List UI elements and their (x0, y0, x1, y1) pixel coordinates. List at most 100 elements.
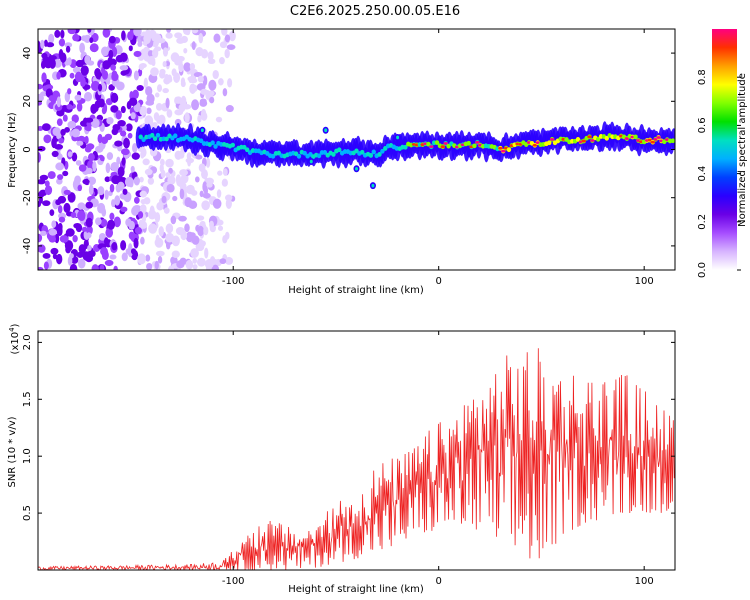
colorbar-tick-label: 0.8 (697, 69, 708, 85)
heatmap-blob (36, 84, 43, 89)
heatmap-blob (101, 46, 109, 56)
heatmap-blob (120, 53, 128, 62)
heatmap-blob (203, 226, 208, 235)
heatmap-blob (160, 164, 164, 173)
heatmap-blob (104, 190, 108, 200)
heatmap-blob (72, 235, 77, 242)
heatmap-blob (88, 153, 95, 161)
colorbar-tick-label: 0.4 (697, 166, 708, 182)
heatmap-blob (125, 218, 131, 226)
heatmap-blob (131, 248, 136, 254)
colorbar-tick-label: 0.2 (697, 214, 708, 230)
heatmap-blob (90, 43, 99, 52)
heatmap-blob (192, 235, 200, 245)
heatmap-blob (120, 207, 127, 212)
heatmap-blob (106, 117, 113, 124)
snr-y-label: SNR (10 * v/v) (7, 416, 18, 487)
heatmap-blob (116, 110, 122, 119)
heatmap-blob (57, 118, 63, 126)
heatmap-blob (155, 92, 160, 97)
heatmap-blob (190, 78, 197, 83)
heatmap-blob (64, 127, 70, 133)
heatmap-blob (179, 169, 188, 176)
heatmap-artifact-core (371, 184, 374, 188)
heatmap-blob (105, 134, 112, 140)
heatmap-blob (172, 251, 180, 258)
heatmap-blob (89, 184, 94, 195)
heatmap-blob (81, 35, 87, 41)
heatmap-blob (111, 175, 119, 184)
colorbar-gradient (712, 29, 737, 270)
heatmap-blob (212, 70, 218, 79)
heatmap-blob (132, 153, 140, 160)
heatmap-blob (146, 263, 152, 270)
heatmap-blob (218, 78, 224, 85)
heatmap-blob (71, 212, 77, 218)
heatmap-blob (44, 262, 49, 270)
heatmap-blob (78, 259, 86, 269)
heatmap-blob (193, 264, 198, 269)
heatmap-blob (49, 235, 56, 242)
heatmap-blob (131, 112, 136, 119)
heatmap-blob (49, 209, 54, 216)
heatmap-blob (197, 115, 201, 123)
heatmap-blob (100, 264, 105, 273)
heatmap-blob (73, 223, 81, 229)
ridge-core (671, 138, 675, 143)
snr-x-tick-label: 100 (635, 576, 654, 587)
snr-panel: -100 0 1000.51.01.52.0 Height of straight … (7, 323, 675, 595)
heatmap-blob (75, 72, 82, 82)
heatmap-blob (154, 112, 159, 121)
ridge-core (633, 134, 637, 139)
heatmap-blob (55, 199, 61, 205)
heatmap-blob (66, 46, 70, 53)
heatmap-blob (56, 254, 62, 264)
heatmap-blob (67, 104, 73, 109)
heatmap-blob (48, 34, 54, 44)
heatmap-blob (40, 231, 46, 236)
heatmap-blob (159, 226, 164, 236)
heatmap-blob (164, 207, 170, 213)
heatmap-blob (220, 258, 227, 264)
heatmap-blob (173, 72, 180, 83)
heatmap-blob (86, 126, 91, 132)
heatmap-blob (150, 205, 155, 216)
heatmap-blob (42, 123, 51, 131)
heatmap-blob (134, 238, 139, 249)
heatmap-blob (82, 227, 88, 232)
snr-line (38, 348, 674, 570)
heatmap-blob (201, 49, 208, 59)
ridge-peak (587, 135, 591, 138)
heatmap-blob (70, 73, 75, 79)
heatmap-blob (41, 72, 46, 83)
heatmap-blob (220, 41, 227, 48)
heatmap-blob (205, 90, 210, 100)
heatmap-blob (102, 250, 109, 260)
ridge-core (156, 133, 160, 138)
heatmap-blob (181, 36, 188, 43)
ridge-core (210, 140, 214, 145)
heatmap-blob (53, 127, 61, 136)
heatmap-blob (134, 51, 142, 57)
heatmap-artifact-core (396, 136, 399, 140)
heatmap-blob (56, 72, 61, 80)
figure-title: C2E6.2025.250.00.05.E16 (290, 4, 460, 19)
spectrogram-x-label: Height of straight line (km) (288, 285, 424, 296)
heatmap-blob (86, 143, 94, 149)
heatmap-blob (43, 253, 51, 259)
snr-x-tick-label: 0 (436, 576, 442, 587)
spectrogram-panel: -100 0 100 -40 -20 0 20 40 Height of straight l… (7, 25, 677, 296)
heatmap-blob (189, 84, 196, 94)
heatmap-blob (227, 78, 232, 87)
heatmap-blob (155, 261, 159, 270)
heatmap-blob (148, 177, 154, 184)
heatmap-blob (140, 151, 144, 159)
heatmap-blob (213, 199, 222, 209)
heatmap-blob (205, 259, 214, 269)
heatmap-blob (55, 162, 64, 170)
snr-y-tick-label: 0.5 (22, 505, 33, 521)
heatmap-blob (110, 64, 116, 70)
heatmap-blob (138, 211, 143, 219)
heatmap-blob (121, 30, 126, 40)
heatmap-blob (39, 196, 43, 204)
